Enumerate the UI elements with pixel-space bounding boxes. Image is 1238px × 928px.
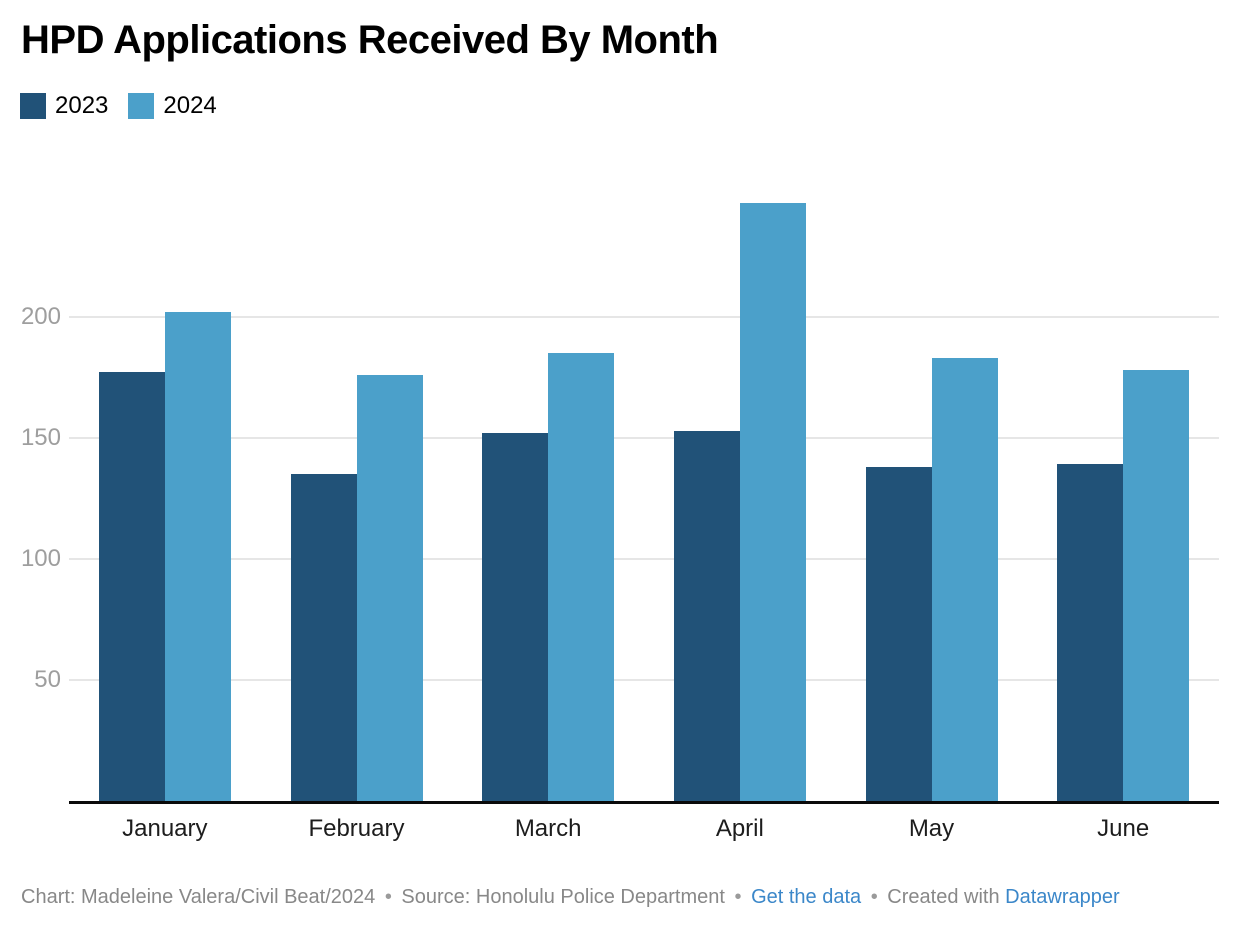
- bar-2023-april: [673, 430, 740, 801]
- legend-swatch-2024: [128, 93, 155, 119]
- legend-swatch-2023: [20, 93, 46, 119]
- y-tick-label-50: 50: [34, 665, 61, 693]
- x-axis-label-june: June: [1097, 815, 1150, 842]
- bar-2024-june: [1123, 370, 1190, 801]
- gridline-200: [69, 315, 1219, 318]
- footer-separator: •: [734, 886, 742, 908]
- chart-legend: 2023 2024: [20, 93, 217, 119]
- footer-source: Source: Honolulu Police Department: [401, 886, 725, 908]
- footer-separator: •: [384, 886, 392, 908]
- legend-item-2023: 2023: [20, 93, 108, 119]
- chart-footer: Chart: Madeleine Valera/Civil Beat/2024 …: [21, 886, 1120, 909]
- bar-2023-march: [482, 432, 549, 801]
- gridline-50: [69, 678, 1219, 681]
- gridline-100: [69, 557, 1219, 560]
- bar-2023-january: [98, 372, 165, 801]
- chart-title: HPD Applications Received By Month: [21, 18, 719, 62]
- bar-2023-june: [1057, 464, 1124, 801]
- y-tick-label-200: 200: [20, 302, 61, 330]
- gridline-150: [69, 436, 1219, 439]
- footer-created-with: Created with: [887, 886, 1000, 908]
- legend-label-2023: 2023: [55, 92, 109, 119]
- bar-2024-march: [548, 353, 615, 801]
- get-the-data-link[interactable]: Get the data: [751, 886, 862, 908]
- footer-separator: •: [870, 886, 878, 908]
- x-axis-label-may: May: [908, 815, 955, 842]
- x-axis-label-january: January: [122, 815, 208, 842]
- bar-2024-january: [164, 311, 231, 801]
- x-axis-label-march: March: [514, 815, 582, 842]
- legend-item-2024: 2024: [128, 92, 217, 119]
- y-tick-label-100: 100: [20, 544, 61, 572]
- x-axis-label-february: February: [308, 815, 405, 842]
- y-tick-label-150: 150: [20, 423, 61, 451]
- x-axis-label-april: April: [715, 815, 764, 842]
- bar-2024-february: [356, 374, 423, 801]
- legend-label-2024: 2024: [163, 92, 217, 119]
- bar-2024-april: [739, 202, 806, 801]
- bar-2023-february: [290, 474, 357, 801]
- datawrapper-link[interactable]: Datawrapper: [1005, 886, 1120, 908]
- plot-area: 50 100 150 200 January February March April May J…: [21, 140, 1219, 842]
- bar-2023-may: [865, 466, 932, 801]
- bar-2024-may: [931, 357, 998, 801]
- footer-credit: Chart: Madeleine Valera/Civil Beat/2024: [21, 886, 376, 908]
